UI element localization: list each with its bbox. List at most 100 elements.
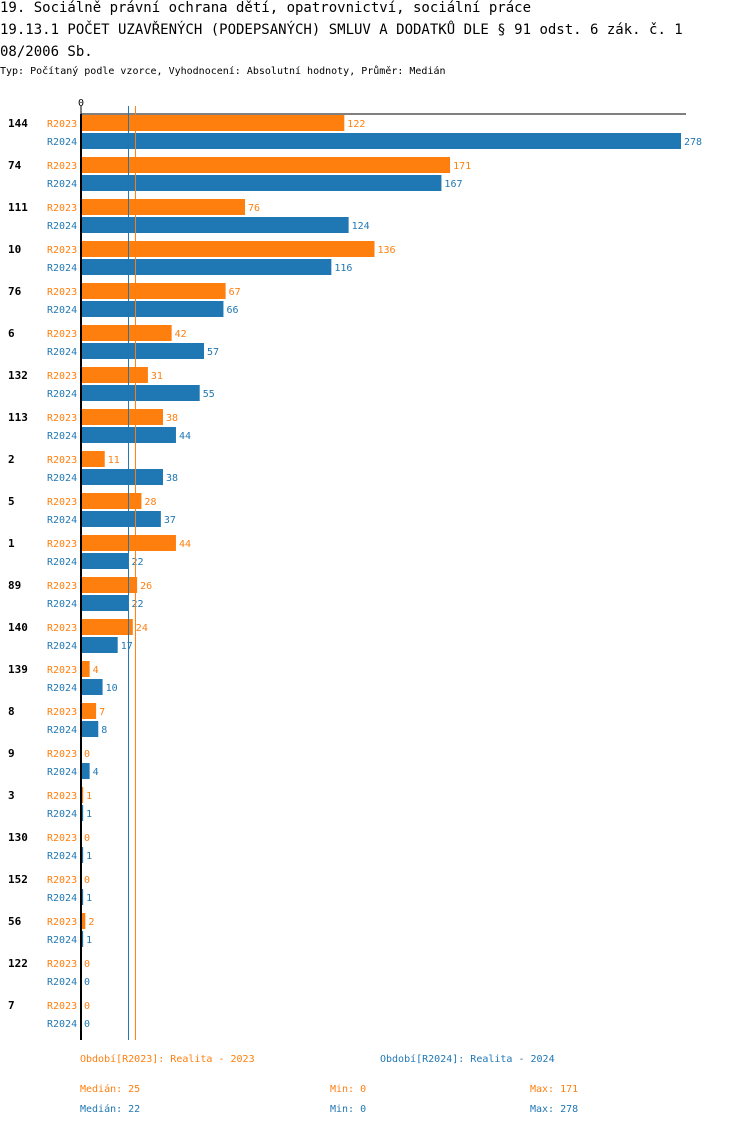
series-label: R2023: [47, 959, 77, 970]
bar: [81, 595, 129, 611]
data-label: 38: [166, 473, 178, 484]
data-label: 1: [86, 791, 92, 802]
legend-r2023: Období[R2023]: Realita - 2023: [80, 1054, 255, 1065]
data-label: 1: [86, 851, 92, 862]
data-label: 24: [136, 623, 148, 634]
series-label: R2023: [47, 791, 77, 802]
x-tick-label: 0: [78, 98, 84, 109]
series-label: R2024: [47, 599, 77, 610]
series-label: R2023: [47, 875, 77, 886]
series-label: R2024: [47, 431, 77, 442]
series-label: R2024: [47, 263, 77, 274]
data-label: 116: [334, 263, 352, 274]
data-label: 1: [86, 935, 92, 946]
bar: [81, 763, 90, 779]
data-label: 1: [86, 809, 92, 820]
bar: [81, 703, 97, 719]
series-label: R2023: [47, 623, 77, 634]
data-label: 31: [151, 371, 163, 382]
bar: [81, 217, 349, 233]
series-label: R2024: [47, 893, 77, 904]
series-label: R2024: [47, 305, 77, 316]
series-label: R2024: [47, 389, 77, 400]
series-label: R2024: [47, 935, 77, 946]
category-label: 56: [8, 915, 22, 928]
series-label: R2024: [47, 179, 77, 190]
chart-title-line-2: 19.13.1 POČET UZAVŘENÝCH (PODEPSANÝCH) S…: [0, 22, 683, 38]
data-label: 171: [453, 161, 471, 172]
bar: [81, 115, 345, 131]
chart-title-line-1: 19. Sociálně právní ochrana dětí, opatro…: [0, 0, 532, 16]
category-label: 144: [8, 117, 28, 130]
category-label: 76: [8, 285, 22, 298]
data-label: 278: [684, 137, 702, 148]
bar: [81, 721, 99, 737]
data-label: 2: [88, 917, 94, 928]
series-label: R2024: [47, 515, 77, 526]
category-label: 113: [8, 411, 28, 424]
bar: [81, 385, 200, 401]
bar: [81, 661, 90, 677]
max-r2024: Max: 278: [530, 1104, 579, 1115]
series-label: R2024: [47, 347, 77, 358]
chart-title-line-3: 08/2006 Sb.: [0, 44, 93, 60]
series-label: R2024: [47, 977, 77, 988]
series-label: R2023: [47, 287, 77, 298]
category-label: 1: [8, 537, 15, 550]
median-r2024: Medián: 22: [80, 1104, 141, 1115]
series-label: R2023: [47, 749, 77, 760]
series-label: R2024: [47, 725, 77, 736]
data-label: 167: [444, 179, 462, 190]
data-label: 44: [179, 539, 191, 550]
data-label: 55: [203, 389, 215, 400]
data-label: 37: [164, 515, 176, 526]
series-label: R2023: [47, 119, 77, 130]
category-label: 130: [8, 831, 28, 844]
bar: [81, 511, 161, 527]
series-label: R2023: [47, 413, 77, 424]
series-label: R2024: [47, 641, 77, 652]
series-label: R2023: [47, 161, 77, 172]
category-label: 140: [8, 621, 28, 634]
series-label: R2023: [47, 329, 77, 340]
min-r2024: Min: 0: [330, 1104, 367, 1115]
category-label: 2: [8, 453, 15, 466]
series-label: R2024: [47, 767, 77, 778]
bar: [81, 133, 681, 149]
data-label: 38: [166, 413, 178, 424]
series-label: R2024: [47, 557, 77, 568]
data-label: 26: [140, 581, 152, 592]
bar: [81, 913, 86, 929]
series-label: R2023: [47, 497, 77, 508]
category-label: 9: [8, 747, 15, 760]
bar: [81, 259, 332, 275]
data-label: 28: [144, 497, 156, 508]
data-label: 124: [352, 221, 370, 232]
legend-r2024: Období[R2024]: Realita - 2024: [380, 1054, 555, 1065]
series-label: R2024: [47, 473, 77, 484]
bar: [81, 787, 84, 803]
bar: [81, 493, 142, 509]
bar: [81, 619, 133, 635]
bar: [81, 889, 84, 905]
category-label: 74: [8, 159, 22, 172]
series-label: R2023: [47, 539, 77, 550]
bar: [81, 283, 226, 299]
category-label: 139: [8, 663, 28, 676]
data-label: 76: [248, 203, 260, 214]
data-label: 122: [347, 119, 365, 130]
data-label: 0: [84, 977, 90, 988]
data-label: 136: [378, 245, 396, 256]
category-label: 5: [8, 495, 15, 508]
data-label: 57: [207, 347, 219, 358]
category-label: 7: [8, 999, 15, 1012]
data-label: 0: [84, 875, 90, 886]
series-label: R2023: [47, 665, 77, 676]
series-label: R2024: [47, 221, 77, 232]
series-label: R2024: [47, 137, 77, 148]
data-label: 44: [179, 431, 191, 442]
data-label: 67: [229, 287, 241, 298]
data-label: 22: [131, 557, 143, 568]
data-label: 42: [175, 329, 187, 340]
